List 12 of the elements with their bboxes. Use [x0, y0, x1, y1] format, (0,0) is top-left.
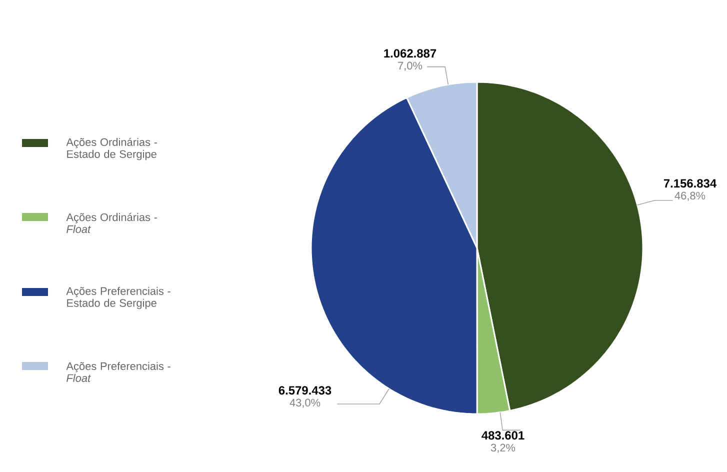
legend-label: Ações Ordinárias - Float	[66, 212, 157, 234]
data-label: 483.601	[482, 431, 524, 440]
data-label: 6.579.433	[278, 386, 332, 395]
legend-label: Ações Preferenciais - Estado de Sergipe	[66, 286, 170, 310]
text: 7,0%	[398, 62, 422, 71]
legend-label: Ações Ordinárias - Estado de Sergipe	[66, 138, 157, 160]
text: 43,0%	[290, 398, 320, 408]
text: 46,8%	[674, 192, 706, 201]
data-label: 1.062.887	[384, 49, 436, 58]
text: 3,2%	[490, 444, 516, 453]
legend-label: Ações Preferenciais - Float	[66, 362, 170, 382]
data-label: 7.156.834	[664, 179, 717, 188]
